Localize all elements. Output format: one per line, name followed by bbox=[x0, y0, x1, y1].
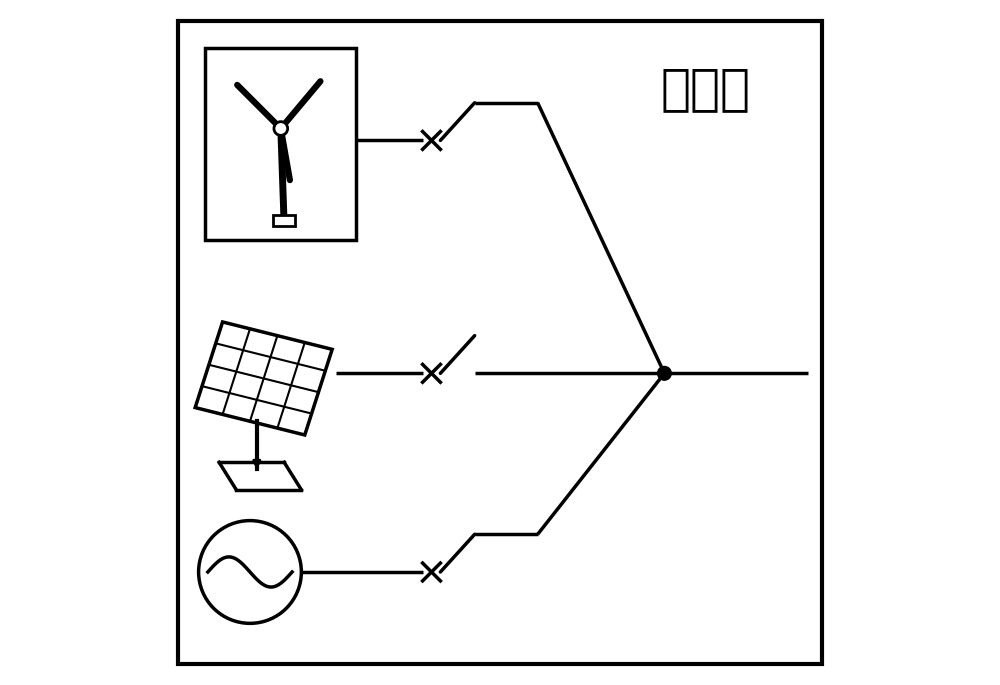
Text: 交流端: 交流端 bbox=[660, 65, 750, 113]
Bar bbox=[205, 48, 356, 240]
Bar bbox=[273, 215, 295, 226]
Circle shape bbox=[199, 521, 301, 623]
Circle shape bbox=[274, 122, 288, 136]
Circle shape bbox=[658, 366, 671, 380]
Polygon shape bbox=[195, 322, 332, 435]
